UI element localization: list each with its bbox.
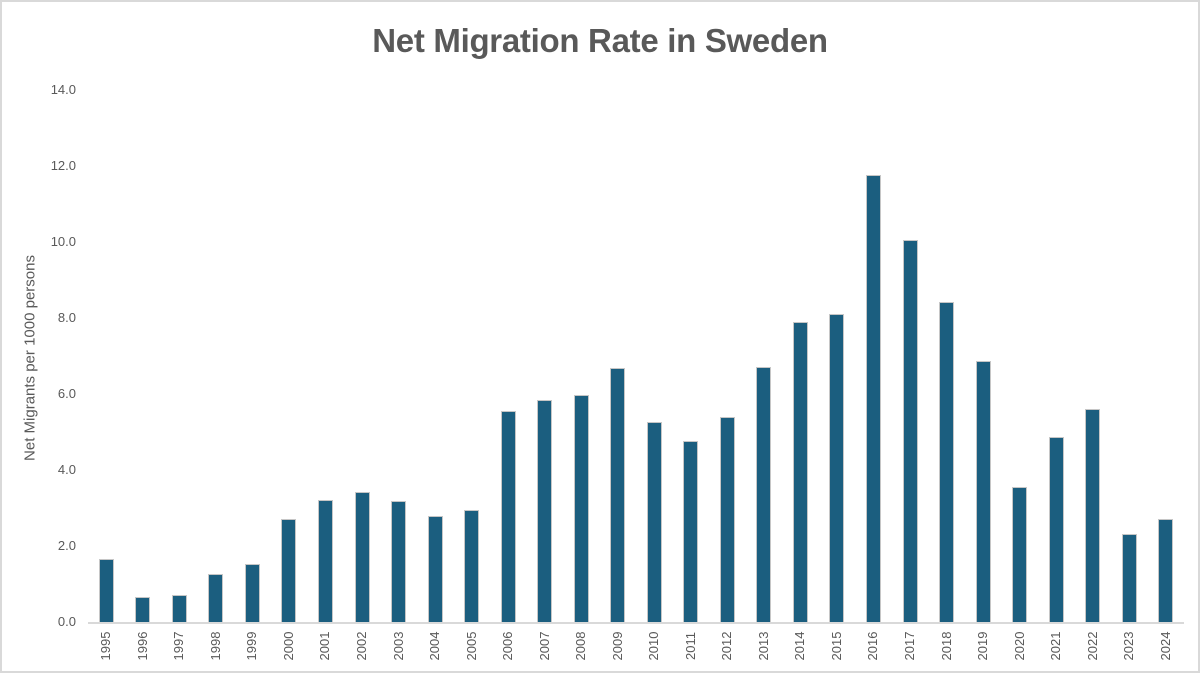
x-tick-label-2003: 2003 xyxy=(390,631,406,661)
x-tick-label-2019: 2019 xyxy=(975,631,991,661)
bar-1996 xyxy=(135,597,151,622)
x-tick-label-2009: 2009 xyxy=(609,631,625,661)
bar-2017 xyxy=(902,240,918,622)
x-tick-label-2005: 2005 xyxy=(463,631,479,661)
bar-2001 xyxy=(317,500,333,622)
x-tick-label-2014: 2014 xyxy=(792,631,808,661)
bar-2007 xyxy=(537,400,553,622)
y-tick-label-12.0: 12.0 xyxy=(50,158,76,173)
bar-2021 xyxy=(1048,437,1064,622)
x-tick-label-2007: 2007 xyxy=(536,631,552,661)
y-tick-label-6.0: 6.0 xyxy=(57,386,76,401)
bar-1998 xyxy=(208,574,224,622)
x-tick-label-2023: 2023 xyxy=(1121,631,1137,661)
x-tick-label-2002: 2002 xyxy=(354,631,369,661)
bar-2014 xyxy=(792,322,808,622)
bar-2009 xyxy=(610,368,626,622)
bar-2004 xyxy=(427,516,443,622)
x-tick-label-1999: 1999 xyxy=(244,631,260,661)
x-tick-label-1995: 1995 xyxy=(98,631,114,661)
x-tick-label-2001: 2001 xyxy=(317,631,333,661)
x-tick-label-2011: 2011 xyxy=(682,632,698,660)
bar-2006 xyxy=(500,411,516,622)
y-tick-label-2.0: 2.0 xyxy=(57,538,76,553)
y-tick-label-0.0: 0.0 xyxy=(57,614,76,629)
bar-2018 xyxy=(939,302,955,622)
bar-2002 xyxy=(354,492,370,622)
bar-2020 xyxy=(1012,487,1028,622)
x-tick-label-1998: 1998 xyxy=(207,631,223,661)
bar-2016 xyxy=(865,175,881,622)
y-axis-title: Net Migrants per 1000 persons xyxy=(21,255,39,461)
bar-2000 xyxy=(281,519,297,622)
bar-2003 xyxy=(391,501,407,622)
y-tick-label-4.0: 4.0 xyxy=(57,462,76,477)
bar-1995 xyxy=(98,559,114,622)
bar-2023 xyxy=(1121,534,1137,622)
y-tick-label-14.0: 14.0 xyxy=(50,82,76,97)
x-axis-line xyxy=(88,622,1184,624)
x-tick-label-2012: 2012 xyxy=(719,631,735,661)
x-tick-label-2017: 2017 xyxy=(902,631,917,661)
bar-2008 xyxy=(573,395,589,622)
x-tick-label-2008: 2008 xyxy=(573,631,589,661)
bar-2015 xyxy=(829,314,845,622)
x-tick-label-1996: 1996 xyxy=(134,631,150,661)
bar-2013 xyxy=(756,367,772,622)
x-tick-label-2024: 2024 xyxy=(1157,631,1173,661)
bar-1997 xyxy=(171,595,187,622)
x-tick-label-1997: 1997 xyxy=(171,631,187,661)
x-tick-label-2018: 2018 xyxy=(938,631,954,661)
x-tick-label-2016: 2016 xyxy=(865,631,881,661)
bar-2005 xyxy=(464,510,480,622)
y-tick-label-10.0: 10.0 xyxy=(50,234,76,249)
x-tick-label-2006: 2006 xyxy=(500,631,516,661)
x-tick-label-2015: 2015 xyxy=(828,631,844,661)
x-tick-label-2020: 2020 xyxy=(1011,631,1027,661)
x-tick-label-2000: 2000 xyxy=(280,631,296,661)
y-tick-label-8.0: 8.0 xyxy=(57,310,76,325)
bar-1999 xyxy=(244,564,260,622)
bar-2012 xyxy=(719,417,735,622)
bar-2022 xyxy=(1085,409,1101,622)
bar-2010 xyxy=(646,422,662,622)
bar-2019 xyxy=(975,361,991,622)
bar-2024 xyxy=(1158,519,1174,622)
x-tick-label-2022: 2022 xyxy=(1084,631,1100,661)
plot-area xyxy=(88,90,1184,624)
x-tick-label-2010: 2010 xyxy=(646,631,662,661)
x-tick-label-2004: 2004 xyxy=(427,631,443,661)
x-tick-label-2013: 2013 xyxy=(755,631,771,661)
bar-2011 xyxy=(683,441,699,622)
chart-title: Net Migration Rate in Sweden xyxy=(372,22,828,59)
x-tick-label-2021: 2021 xyxy=(1048,631,1064,661)
